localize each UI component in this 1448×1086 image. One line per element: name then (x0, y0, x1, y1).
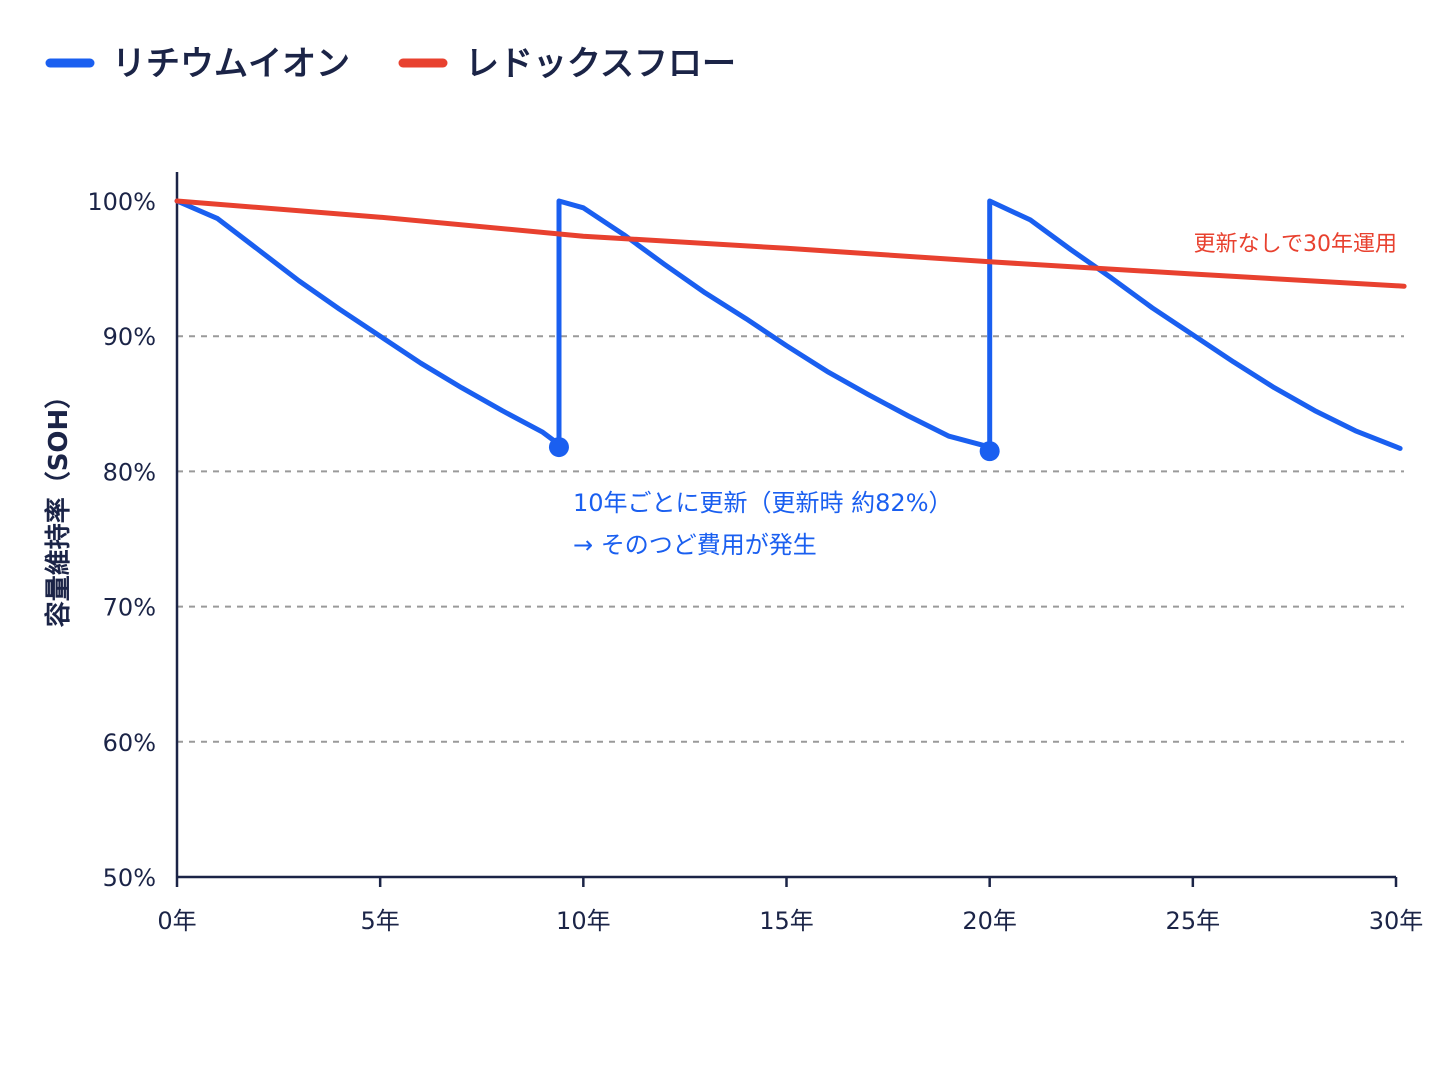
y-tick-label-90: 90% (103, 323, 156, 351)
y-tick-label-70: 70% (103, 594, 156, 622)
x-tick-label-10: 10年 (556, 907, 611, 935)
y-tick-label-50: 50% (103, 864, 156, 892)
x-tick-label-15: 15年 (759, 907, 814, 935)
y-tick-label-60: 60% (103, 729, 156, 757)
annotation-cost: → そのつど費用が発生 (573, 531, 817, 559)
y-tick-label-80: 80% (103, 458, 156, 486)
y-axis-label: 容量維持率（SOH） (43, 383, 74, 628)
series-line-lithium-ion (174, 198, 1403, 451)
annotation-renewal: 10年ごとに更新（更新時 約82%） (573, 489, 953, 517)
x-tick-label-5: 5年 (361, 907, 400, 935)
series-markers (548, 437, 1000, 462)
x-ticks: 0年 5年 10年 15年 20年 25年 30年 (157, 877, 1423, 935)
x-tick-label-0: 0年 (157, 907, 196, 935)
y-ticks: 100% 90% 80% 70% 60% 50% (87, 188, 156, 892)
renewal-marker-1 (548, 437, 569, 458)
annotation-no-renewal: 更新なしで30年運用 (1194, 232, 1397, 257)
y-tick-label-100: 100% (87, 188, 156, 216)
legend-label-redox-flow: レドックスフロー (465, 44, 736, 84)
x-tick-label-20: 20年 (962, 907, 1017, 935)
series-line-redox-flow (174, 198, 1407, 289)
renewal-marker-2 (979, 441, 1000, 462)
x-tick-label-25: 25年 (1166, 907, 1221, 935)
axes (175, 172, 1396, 879)
x-tick-label-30: 30年 (1369, 907, 1424, 935)
legend-label-lithium-ion: リチウムイオン (112, 44, 350, 84)
series-lines (174, 198, 1407, 451)
legend: リチウムイオン レドックスフロー (45, 44, 736, 84)
